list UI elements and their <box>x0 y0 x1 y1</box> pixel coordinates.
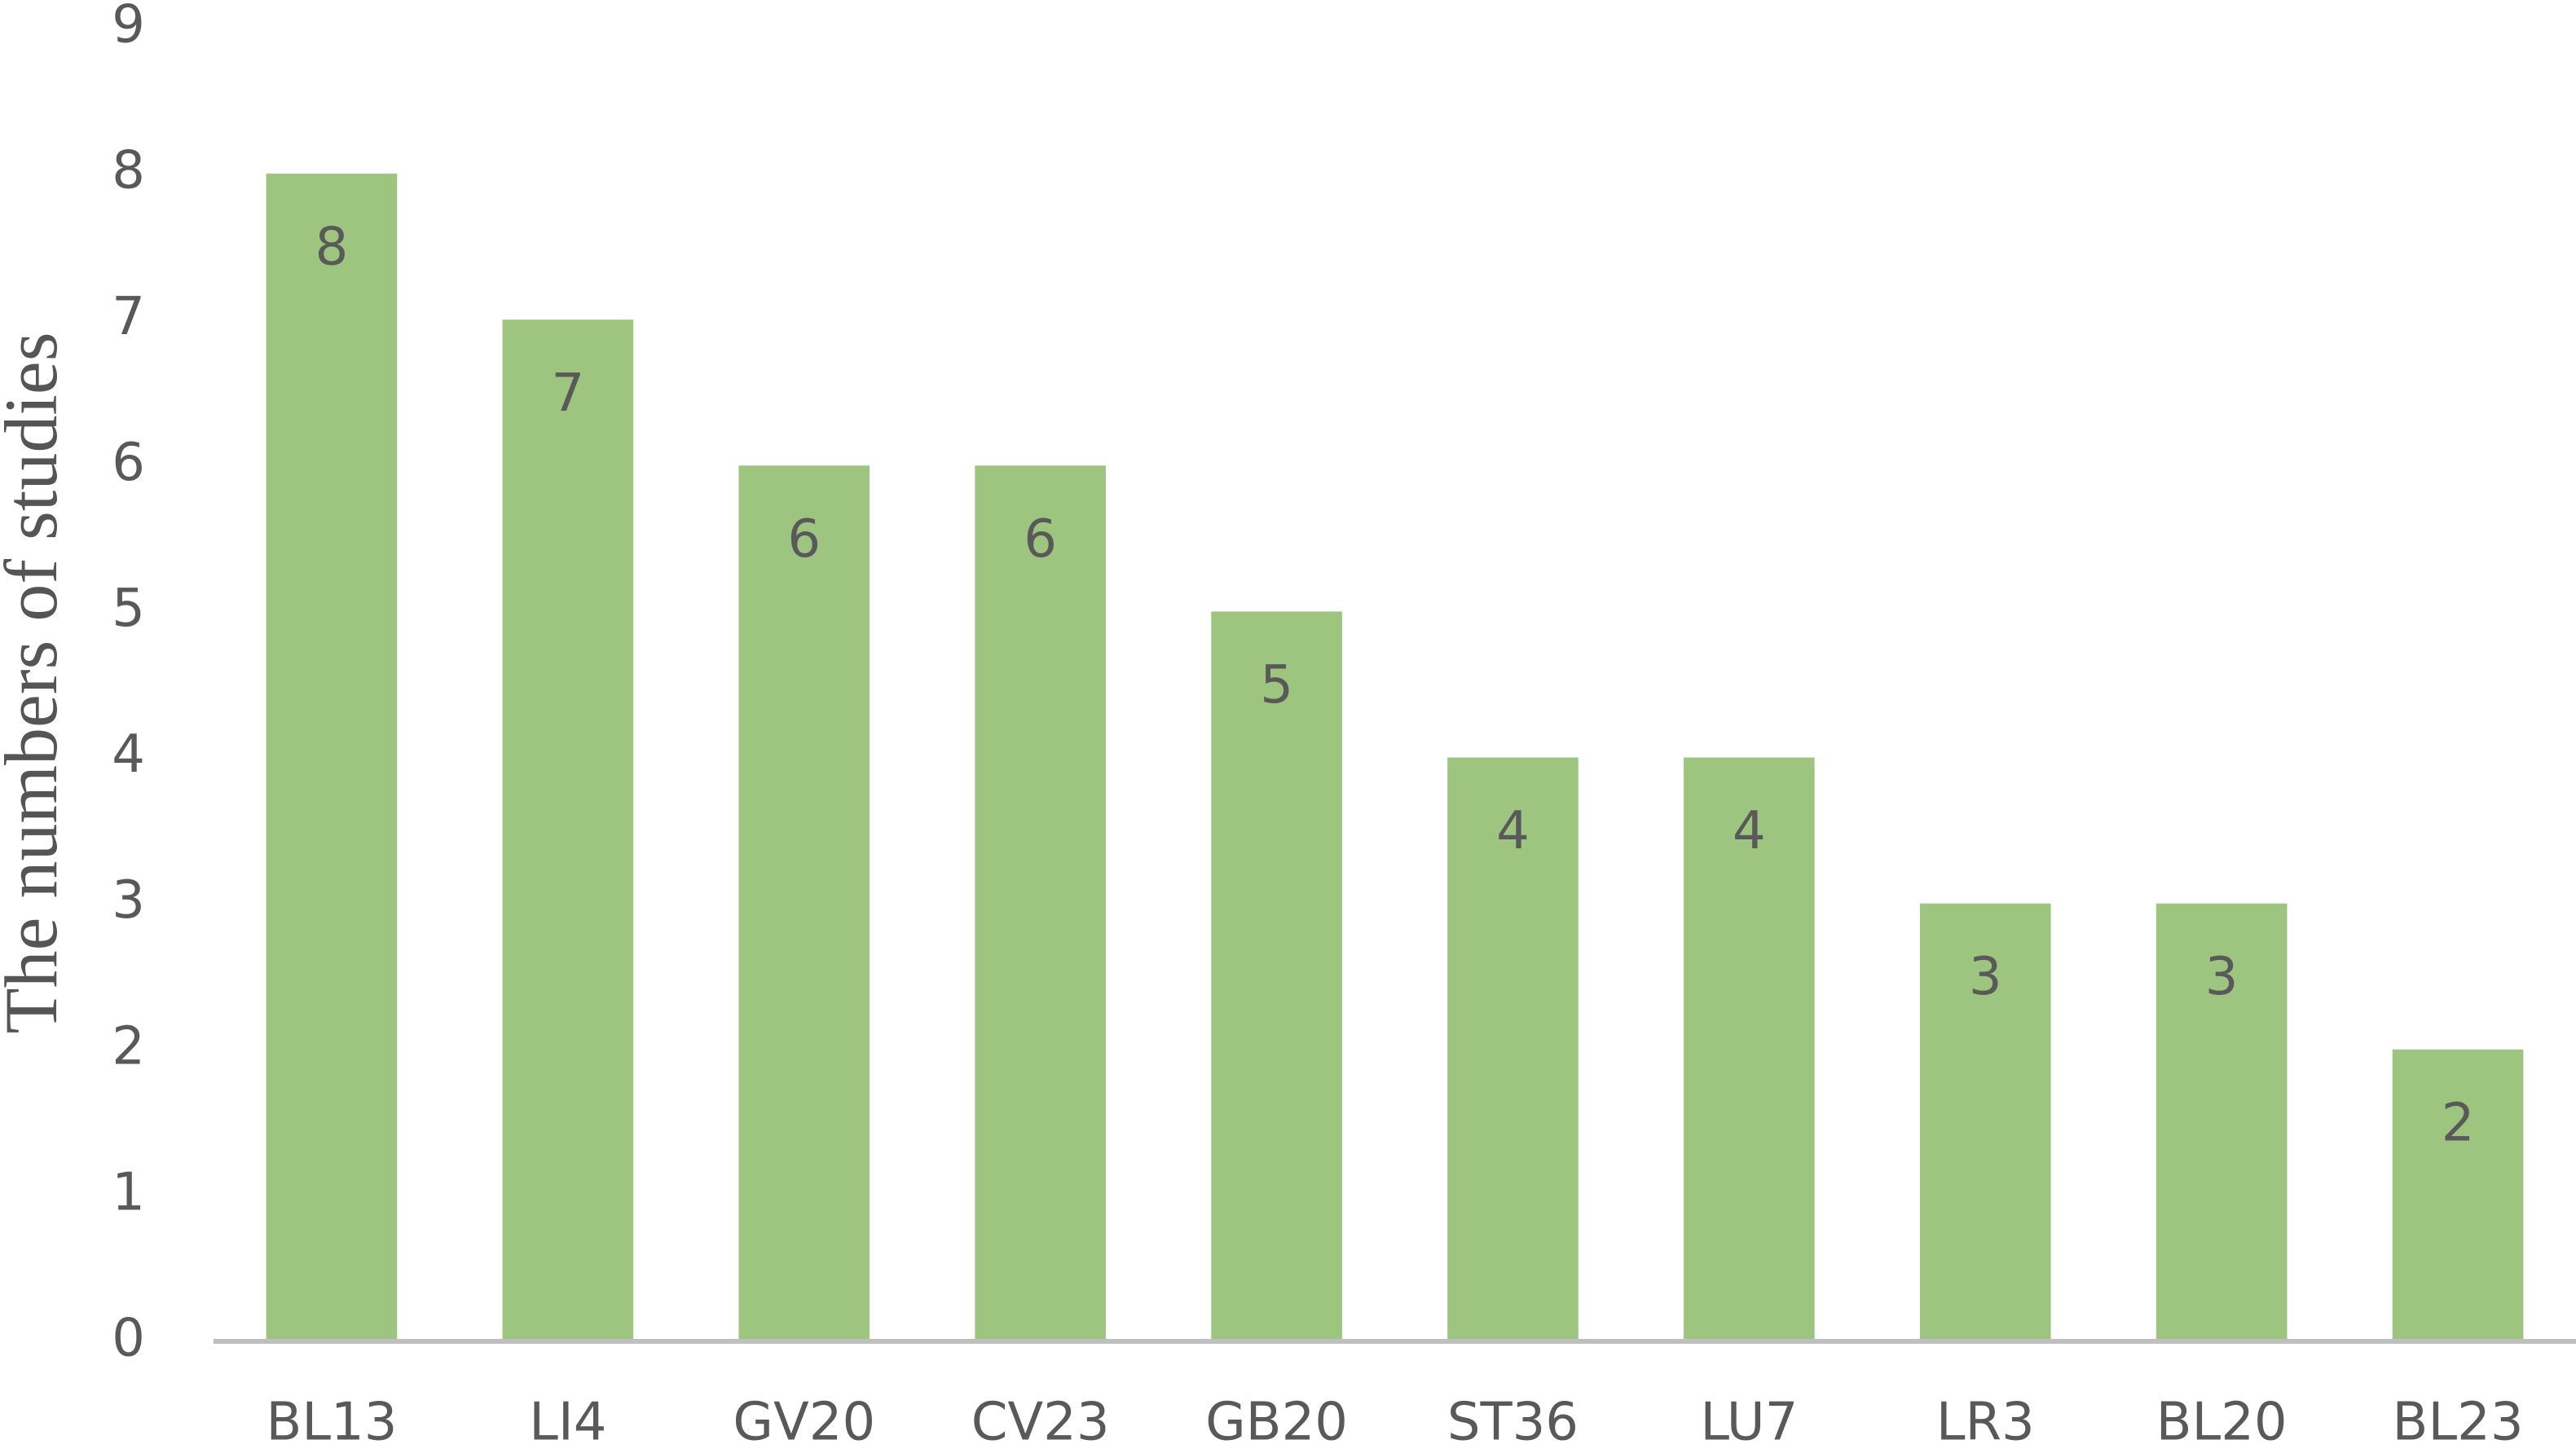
bar <box>2392 1049 2524 1341</box>
data-label: 6 <box>787 509 821 570</box>
data-label: 3 <box>1969 947 2002 1007</box>
y-tick-label: 6 <box>112 433 145 493</box>
y-tick-label: 4 <box>112 724 145 785</box>
data-label: 7 <box>551 363 584 424</box>
bar <box>1919 903 2051 1341</box>
y-tick-label: 2 <box>112 1016 145 1077</box>
y-tick-label: 9 <box>112 0 145 55</box>
data-label: 4 <box>1496 801 1530 861</box>
bar <box>1447 757 1579 1341</box>
x-tick-label: ST36 <box>1447 1393 1579 1453</box>
x-tick-label: GB20 <box>1205 1393 1348 1453</box>
x-tick-label: CV23 <box>971 1393 1110 1453</box>
y-tick-label: 8 <box>112 141 145 201</box>
bar <box>1211 611 1342 1341</box>
data-label: 2 <box>2442 1093 2475 1153</box>
data-label: 5 <box>1260 655 1293 715</box>
x-tick-label: BL20 <box>2156 1393 2288 1453</box>
data-label: 6 <box>1024 509 1057 570</box>
bar <box>738 465 870 1342</box>
x-tick-label: BL13 <box>266 1393 397 1453</box>
x-tick-label: LU7 <box>1700 1393 1798 1453</box>
data-label: 8 <box>315 218 349 278</box>
bar <box>502 319 634 1342</box>
y-tick-label: 0 <box>112 1309 145 1369</box>
x-tick-label: LI4 <box>529 1393 606 1453</box>
bar <box>975 465 1106 1342</box>
bar <box>2155 903 2288 1341</box>
x-tick-label: BL23 <box>2393 1393 2524 1453</box>
y-tick-label: 1 <box>112 1162 145 1222</box>
data-label: 3 <box>2205 947 2239 1007</box>
y-tick-label: 3 <box>112 870 145 931</box>
data-label: 4 <box>1733 801 1766 861</box>
y-tick-label: 5 <box>112 579 145 639</box>
bar <box>1684 757 1815 1341</box>
y-axis-label: The numbers of studies <box>0 332 73 1033</box>
x-tick-label: GV20 <box>733 1393 875 1453</box>
bar <box>266 174 398 1342</box>
y-tick-label: 7 <box>112 287 145 347</box>
x-tick-label: LR3 <box>1936 1393 2035 1453</box>
